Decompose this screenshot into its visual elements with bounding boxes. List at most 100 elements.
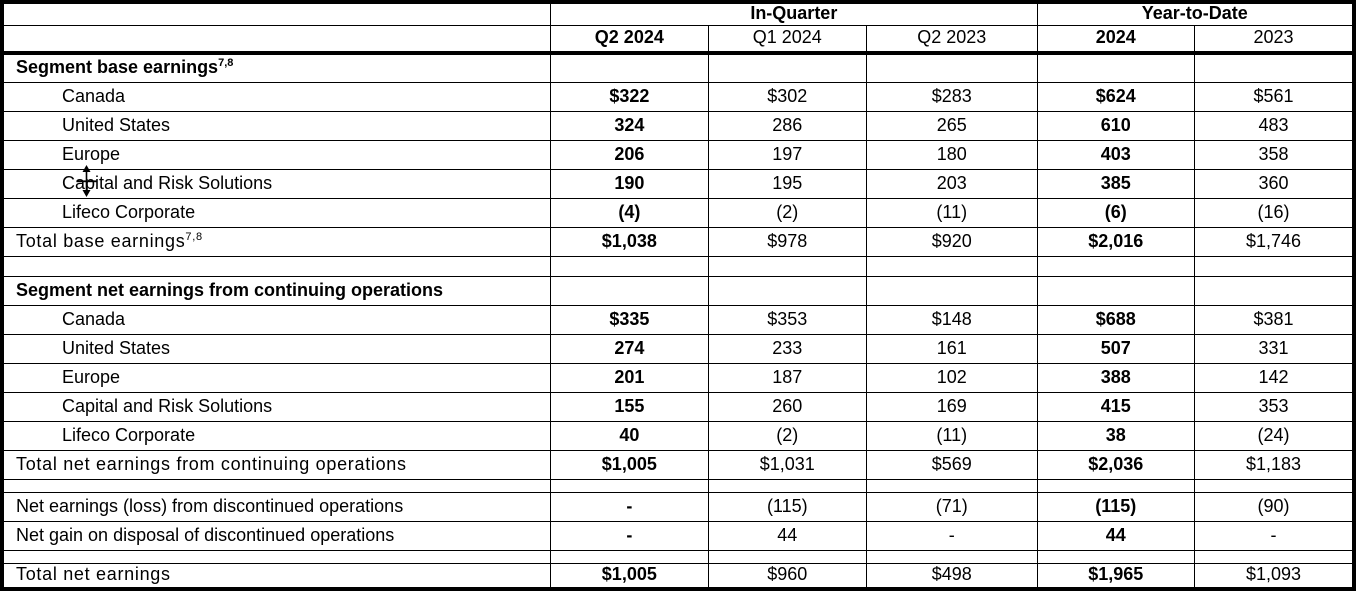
row-label: [1, 549, 552, 564]
table-head: In-Quarter Year-to-Date Q2 2024 Q1 2024 …: [1, 1, 1355, 55]
cell-value: (11): [866, 197, 1038, 228]
row-label: [1, 478, 552, 493]
cell-value: [550, 275, 709, 306]
cell-value: [1193, 275, 1355, 306]
cell-value: $1,038: [550, 226, 709, 257]
cell-value: 388: [1036, 362, 1195, 393]
cell-value: [707, 255, 868, 277]
cell-value: 40: [550, 420, 709, 451]
cell-value: (11): [866, 420, 1038, 451]
cell-value: 415: [1036, 391, 1195, 422]
cell-value: 360: [1193, 168, 1355, 199]
cell-value: [866, 275, 1038, 306]
table-row: Net earnings (loss) from discontinued op…: [1, 491, 1355, 522]
cell-value: (2): [707, 420, 868, 451]
table-row: Total net earnings $1,005 $960 $498 $1,965 $1…: [1, 562, 1355, 590]
header-group-row: In-Quarter Year-to-Date: [1, 1, 1355, 26]
header-columns-row: Q2 2024 Q1 2024 Q2 2023 2024 2023: [1, 24, 1355, 55]
cell-value: (115): [707, 491, 868, 522]
cell-value: $1,005: [550, 449, 709, 480]
row-label: Net gain on disposal of discontinued ope…: [1, 520, 552, 551]
cell-value: -: [550, 520, 709, 551]
cell-value: [866, 549, 1038, 564]
cell-value: $1,005: [550, 562, 709, 590]
cell-value: (2): [707, 197, 868, 228]
cell-value: -: [866, 520, 1038, 551]
cell-value: (90): [1193, 491, 1355, 522]
cell-value: 44: [707, 520, 868, 551]
cell-value: (4): [550, 197, 709, 228]
cell-value: 38: [1036, 420, 1195, 451]
cell-value: 324: [550, 110, 709, 141]
cell-value: 353: [1193, 391, 1355, 422]
table-row: Total net earnings from continuing opera…: [1, 449, 1355, 480]
cell-value: 197: [707, 139, 868, 170]
cell-value: $1,965: [1036, 562, 1195, 590]
cell-value: 169: [866, 391, 1038, 422]
cell-value: $920: [866, 226, 1038, 257]
cell-value: [550, 549, 709, 564]
header-corner-cell: [1, 1, 552, 26]
cell-value: 260: [707, 391, 868, 422]
footnote-marker: 7,8: [218, 57, 234, 70]
cell-value: [1193, 478, 1355, 493]
cell-value: (16): [1193, 197, 1355, 228]
header-label-cell: [1, 24, 552, 55]
cell-value: $2,016: [1036, 226, 1195, 257]
row-label: Segment net earnings from continuing ope…: [1, 275, 552, 306]
row-label: Total net earnings: [1, 562, 552, 590]
table-row: Canada $335 $353 $148 $688 $381: [1, 304, 1355, 335]
cell-value: 203: [866, 168, 1038, 199]
cell-value: [1193, 549, 1355, 564]
row-label: Europe: [1, 362, 552, 393]
cell-value: 331: [1193, 333, 1355, 364]
cell-value: [707, 275, 868, 306]
row-label: Canada: [1, 81, 552, 112]
cell-value: [1036, 275, 1195, 306]
cell-value: (6): [1036, 197, 1195, 228]
table-row: Total base earnings7,8 $1,038 $978 $920 $2,0…: [1, 226, 1355, 257]
cell-value: [1036, 255, 1195, 277]
cell-value: -: [550, 491, 709, 522]
cell-value: $2,036: [1036, 449, 1195, 480]
cell-value: 44: [1036, 520, 1195, 551]
cell-value: [550, 255, 709, 277]
cell-value: [550, 478, 709, 493]
header-group-year-to-date: Year-to-Date: [1036, 1, 1355, 26]
row-label: Lifeco Corporate: [1, 197, 552, 228]
cell-value: $322: [550, 81, 709, 112]
cell-value: 161: [866, 333, 1038, 364]
cell-value: 483: [1193, 110, 1355, 141]
header-group-in-quarter: In-Quarter: [550, 1, 1038, 26]
cell-value: [707, 549, 868, 564]
header-col-q2-2024: Q2 2024: [550, 24, 709, 55]
table-row: Capital and Risk Solutions 155 260 169 415 35…: [1, 391, 1355, 422]
table-row: [1, 549, 1355, 564]
cell-value: [866, 52, 1038, 83]
row-label: Canada: [1, 304, 552, 335]
cell-value: $688: [1036, 304, 1195, 335]
cell-value: $381: [1193, 304, 1355, 335]
cell-value: $1,031: [707, 449, 868, 480]
cell-value: $498: [866, 562, 1038, 590]
cell-value: $335: [550, 304, 709, 335]
cell-value: [1193, 52, 1355, 83]
cell-value: 206: [550, 139, 709, 170]
row-label: Net earnings (loss) from discontinued op…: [1, 491, 552, 522]
row-label: Segment base earnings7,8: [1, 52, 552, 83]
row-label: Total base earnings7,8: [1, 226, 552, 257]
cell-value: $624: [1036, 81, 1195, 112]
cell-value: $978: [707, 226, 868, 257]
row-label: Europe: [1, 139, 552, 170]
cell-value: $569: [866, 449, 1038, 480]
cell-value: 102: [866, 362, 1038, 393]
cell-value: 286: [707, 110, 868, 141]
cell-value: 190: [550, 168, 709, 199]
cell-value: $960: [707, 562, 868, 590]
cell-value: 507: [1036, 333, 1195, 364]
cell-value: [1036, 52, 1195, 83]
cell-value: $283: [866, 81, 1038, 112]
cell-value: 403: [1036, 139, 1195, 170]
